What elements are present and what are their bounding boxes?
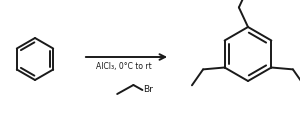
Text: Br: Br — [143, 86, 153, 95]
Text: AlCl₃, 0°C to rt: AlCl₃, 0°C to rt — [96, 62, 152, 71]
